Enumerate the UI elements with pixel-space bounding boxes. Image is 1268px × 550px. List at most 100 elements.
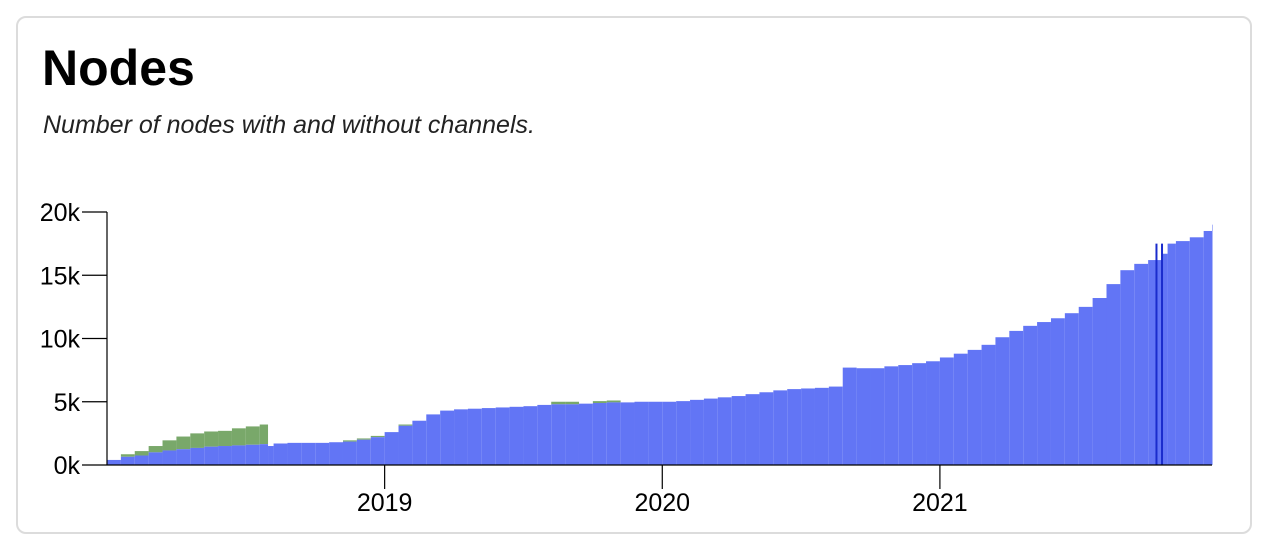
y-tick-label: 20k bbox=[40, 199, 81, 227]
bar-with-channels bbox=[565, 404, 579, 465]
bar-with-channels bbox=[1120, 270, 1135, 465]
bar-with-channels bbox=[426, 414, 441, 465]
bar-with-channels bbox=[231, 445, 246, 465]
bar-with-channels bbox=[1203, 230, 1212, 465]
bar-with-channels bbox=[107, 459, 121, 465]
bar-without-channels bbox=[259, 424, 269, 445]
bar-with-channels bbox=[204, 446, 219, 465]
bar-with-channels bbox=[1189, 237, 1204, 465]
bar-with-channels bbox=[148, 452, 163, 465]
y-tick-label: 0k bbox=[54, 452, 81, 480]
bar-without-channels bbox=[342, 440, 357, 442]
y-tick-label: 5k bbox=[54, 389, 81, 417]
bar-with-channels bbox=[620, 402, 635, 465]
bar-with-channels bbox=[1167, 243, 1176, 465]
bar-with-channels bbox=[842, 367, 857, 465]
bar-with-channels bbox=[1009, 330, 1024, 465]
bar-with-channels bbox=[703, 398, 718, 465]
bar-with-channels bbox=[509, 406, 524, 465]
bar-with-channels bbox=[773, 390, 788, 465]
bar-with-channels bbox=[259, 444, 269, 465]
bar-with-channels bbox=[578, 403, 593, 465]
bar-without-channels bbox=[356, 438, 371, 440]
x-tick-label: 2020 bbox=[634, 489, 690, 517]
bar-with-channels bbox=[245, 444, 260, 465]
bar-with-channels bbox=[1050, 318, 1065, 465]
bar-with-channels bbox=[1212, 224, 1213, 465]
bar-with-channels bbox=[953, 353, 968, 465]
bar-with-channels bbox=[120, 456, 135, 465]
bar-with-channels bbox=[1037, 322, 1051, 465]
bar-with-channels bbox=[495, 407, 510, 465]
bar-without-channels bbox=[190, 433, 205, 448]
bar-with-channels bbox=[801, 388, 815, 465]
bar-with-channels bbox=[454, 409, 468, 465]
bar-with-channels bbox=[190, 447, 205, 465]
bar-with-channels bbox=[1106, 284, 1121, 465]
bar-without-channels bbox=[148, 446, 163, 453]
bar-with-channels bbox=[1064, 313, 1079, 465]
axes-layer: 0k 5k 10k 15k 20k 2019 2020 2021 bbox=[40, 199, 1212, 517]
bar-without-channels bbox=[551, 401, 566, 405]
bar-with-channels bbox=[898, 365, 913, 465]
bar-with-channels bbox=[537, 404, 552, 465]
bars-layer bbox=[107, 224, 1213, 465]
bar-with-channels bbox=[440, 410, 455, 465]
bar-with-channels bbox=[1134, 263, 1149, 465]
bar-with-channels bbox=[398, 425, 413, 465]
bar-with-channels bbox=[814, 387, 829, 465]
bar-without-channels bbox=[231, 428, 246, 446]
y-tick-label: 10k bbox=[40, 326, 81, 354]
bar-with-channels bbox=[731, 396, 746, 465]
bar-with-channels bbox=[342, 441, 357, 465]
bar-with-channels bbox=[356, 439, 371, 465]
bar-with-channels bbox=[1162, 253, 1168, 465]
bar-with-channels bbox=[926, 361, 940, 465]
bar-without-channels bbox=[204, 431, 219, 447]
bar-with-channels bbox=[370, 437, 385, 465]
bar-with-channels bbox=[759, 392, 774, 465]
bar-with-channels bbox=[301, 442, 316, 465]
bar-without-channels bbox=[176, 436, 191, 450]
bar-with-channels bbox=[870, 368, 885, 465]
bar-without-channels bbox=[134, 451, 149, 456]
bar-with-channels bbox=[176, 449, 191, 465]
bar-with-channels bbox=[384, 432, 399, 465]
chart-subtitle: Number of nodes with and without channel… bbox=[43, 111, 535, 139]
bar-without-channels bbox=[162, 440, 177, 451]
bar-with-channels bbox=[828, 386, 843, 465]
bar-with-channels bbox=[662, 401, 677, 465]
bar-with-channels bbox=[995, 337, 1010, 465]
bar-without-channels bbox=[565, 401, 579, 405]
bar-without-channels bbox=[218, 430, 232, 447]
bar-with-channels bbox=[717, 397, 732, 465]
bar-with-channels bbox=[787, 389, 802, 465]
bar-with-channels bbox=[412, 420, 427, 465]
bar-with-channels bbox=[268, 446, 274, 465]
bar-with-channels bbox=[551, 404, 566, 465]
bar-with-channels bbox=[981, 344, 996, 465]
y-tick-label: 15k bbox=[40, 262, 81, 290]
bar-with-channels bbox=[690, 399, 704, 465]
bar-with-channels bbox=[606, 402, 621, 465]
bar-with-channels bbox=[134, 455, 149, 465]
bar-without-channels bbox=[245, 426, 260, 445]
bar-with-channels bbox=[634, 401, 649, 465]
bar-with-channels bbox=[273, 443, 288, 465]
bar-with-channels bbox=[648, 401, 663, 465]
bar-without-channels bbox=[606, 400, 621, 403]
chart-title: Nodes bbox=[42, 40, 195, 96]
bar-with-channels bbox=[467, 408, 482, 465]
bar-with-channels bbox=[287, 442, 302, 465]
bar-with-channels bbox=[939, 357, 954, 465]
bar-with-channels bbox=[1148, 260, 1163, 465]
bar-with-channels bbox=[218, 446, 232, 465]
bar-with-channels bbox=[1023, 325, 1038, 465]
bar-with-channels bbox=[481, 408, 496, 465]
bar-with-channels bbox=[856, 368, 871, 465]
bar-with-channels bbox=[523, 406, 538, 465]
bar-with-channels bbox=[1078, 306, 1093, 465]
bar-without-channels bbox=[370, 435, 385, 438]
bar-with-channels bbox=[745, 394, 760, 465]
bar-without-channels bbox=[398, 424, 413, 426]
